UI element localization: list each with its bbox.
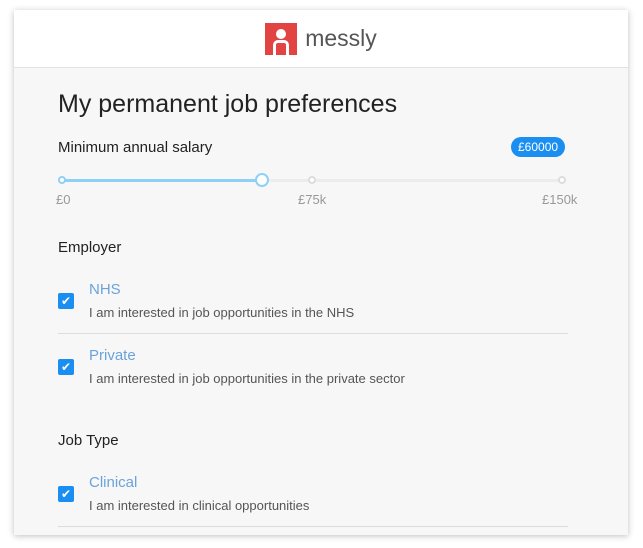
salary-slider[interactable] [58,173,566,187]
brand-name: messly [305,25,377,51]
tick-max: £150k [542,192,578,207]
slider-step-0[interactable] [58,176,66,184]
tick-mid: £75k [298,192,327,207]
job-type-heading: Job Type [58,432,119,449]
slider-thumb[interactable] [255,173,269,187]
clinical-desc: I am interested in clinical opportunitie… [89,498,310,513]
header: messly [14,10,628,68]
divider [58,526,568,527]
private-checkbox[interactable]: ✔ [58,359,74,375]
employer-heading: Employer [58,239,122,256]
slider-fill [62,179,262,182]
tick-min: £0 [56,192,71,207]
messly-logo-icon [265,22,298,55]
slider-step-150k[interactable] [558,176,566,184]
salary-badge: £60000 [511,137,566,157]
slider-step-75k[interactable] [308,176,316,184]
divider [58,333,568,334]
nhs-desc: I am interested in job opportunities in … [89,305,355,320]
nhs-checkbox[interactable]: ✔ [58,293,74,309]
private-title: Private [89,347,136,364]
clinical-checkbox[interactable]: ✔ [58,486,74,502]
private-desc: I am interested in job opportunities in … [89,371,405,386]
page-title: My permanent job preferences [58,90,398,118]
preferences-card: messly My permanent job preferences Mini… [14,10,628,535]
salary-label: Minimum annual salary [58,139,213,156]
clinical-title: Clinical [89,474,138,491]
nhs-title: NHS [89,281,121,298]
